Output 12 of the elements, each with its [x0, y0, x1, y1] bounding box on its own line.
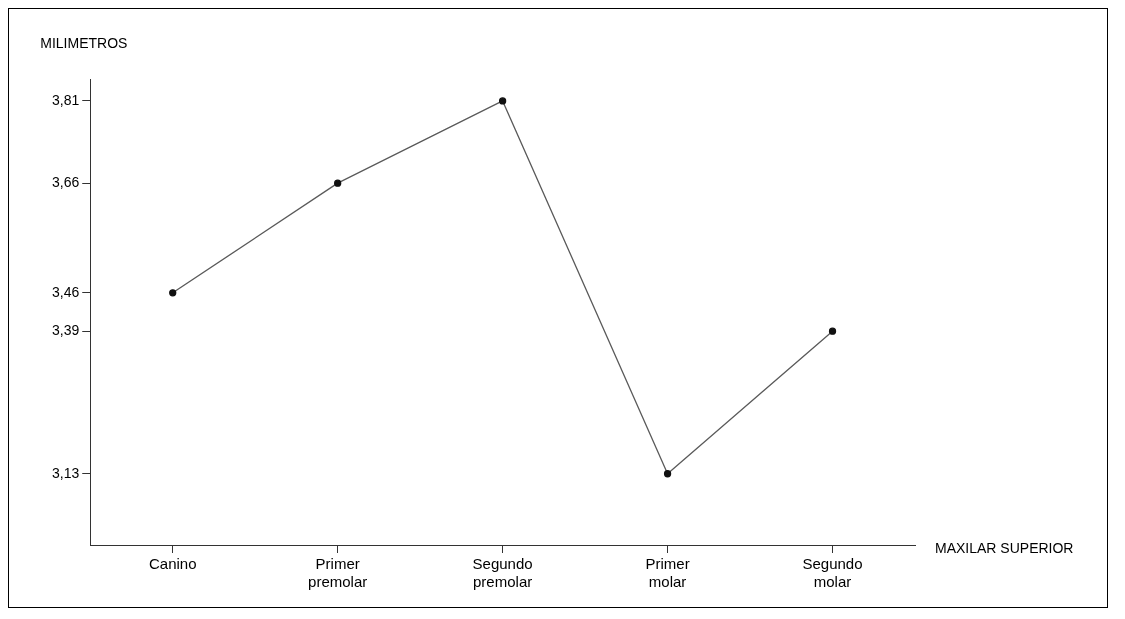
- y-axis-title: MILIMETROS: [40, 34, 128, 51]
- y-tick-label: 3,39: [52, 322, 80, 339]
- x-tick-label: Canino: [148, 555, 197, 573]
- y-tick-label: 3,66: [52, 174, 80, 191]
- y-tick-label: 3,13: [52, 464, 80, 481]
- y-tick-label: 3,46: [52, 283, 80, 300]
- x-tick-label: Primer molar: [645, 555, 690, 591]
- x-axis-title: MAXILAR SUPERIOR: [935, 539, 1074, 556]
- x-tick-label: Primer premolar: [308, 555, 368, 591]
- y-tick-label: 3,81: [52, 91, 80, 108]
- x-tick-label: Segundo molar: [802, 555, 863, 591]
- x-tick-label: Segundo premolar: [472, 555, 533, 591]
